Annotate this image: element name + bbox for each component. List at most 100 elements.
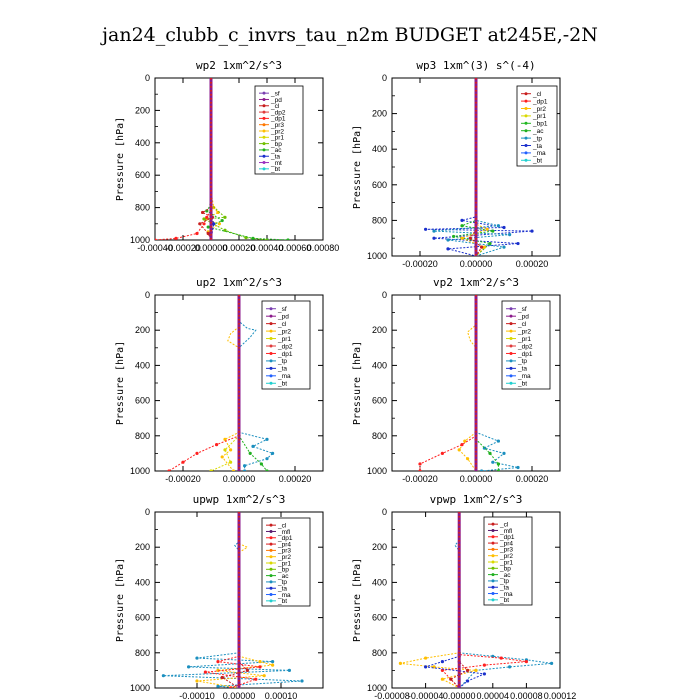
series-point xyxy=(488,241,492,246)
x-tick-label: 0.00020 xyxy=(516,259,549,269)
legend-marker xyxy=(269,351,273,355)
series-point xyxy=(265,457,269,461)
x-tick-label: -0.00020 xyxy=(165,474,201,484)
y-tick-label: 600 xyxy=(372,613,387,623)
series-point xyxy=(217,222,221,226)
legend-marker xyxy=(269,555,273,559)
y-tick-label: 800 xyxy=(372,215,387,225)
legend-marker xyxy=(262,167,266,171)
legend-marker xyxy=(491,547,495,551)
legend-marker xyxy=(509,359,513,363)
legend-marker xyxy=(524,99,528,103)
series-point xyxy=(258,665,262,669)
legend-entry: _pr1 xyxy=(532,113,546,120)
series-line-tp xyxy=(433,78,510,256)
series-point xyxy=(496,469,500,471)
legend-entry: _bt xyxy=(532,158,542,165)
series-line-dp1 xyxy=(168,295,240,471)
y-tick-label: 400 xyxy=(135,138,150,148)
series-point xyxy=(480,245,484,249)
series-point xyxy=(482,663,486,667)
series-point xyxy=(205,215,209,219)
legend-marker xyxy=(509,314,513,318)
x-tick-label: 0.00020 xyxy=(223,243,256,253)
legend-entry: _tp xyxy=(517,358,527,365)
series-point xyxy=(496,224,500,228)
series-point xyxy=(212,222,216,226)
series-point xyxy=(287,668,291,673)
legend-entry: _cl xyxy=(517,321,527,328)
series-point xyxy=(457,448,461,452)
legend-marker xyxy=(269,586,273,590)
series-point xyxy=(418,462,422,466)
series-line-dp1 xyxy=(419,295,477,471)
series-point xyxy=(198,222,202,226)
y-axis-label: Pressure [hPa] xyxy=(115,117,126,201)
legend-entry: _bt xyxy=(270,166,280,173)
legend-marker xyxy=(509,351,513,355)
x-tick-label: 0.00004 xyxy=(477,691,510,700)
legend-entry: _sf xyxy=(277,306,287,313)
panel-4: vp2 1xm^2/s^3 Pressure [hPa] 0 200 400 600 800… xyxy=(352,276,561,484)
x-tick-label: -0.00020 xyxy=(165,243,201,253)
series-point xyxy=(499,656,503,660)
y-tick-label: 1000 xyxy=(367,466,387,476)
series-point xyxy=(516,465,520,470)
series-point xyxy=(187,665,191,669)
series-point xyxy=(482,245,486,249)
legend-entry: _pr1 xyxy=(499,559,513,566)
series-point xyxy=(195,656,199,660)
series-point xyxy=(488,451,492,455)
series-point xyxy=(206,231,210,236)
legend-entry: _dp2 xyxy=(270,109,286,116)
legend-entry: _pr4 xyxy=(277,541,291,548)
series-point xyxy=(265,437,269,441)
x-tick-label: 0.00000 xyxy=(223,474,256,484)
legend-marker xyxy=(269,374,273,378)
series-point xyxy=(491,229,495,233)
legend-marker xyxy=(269,548,273,552)
series-line-dp1 xyxy=(155,78,212,240)
panel-2: wp3 1xm^(3) s^(-4) Pressure [hPa] 0 200 400 6… xyxy=(352,59,561,269)
legend-marker xyxy=(509,322,513,326)
series-point xyxy=(229,460,233,464)
series-point xyxy=(440,668,444,673)
y-tick-label: 0 xyxy=(382,73,387,83)
legend-entry: _cl xyxy=(277,321,287,328)
y-tick-label: 600 xyxy=(372,180,387,190)
y-tick-label: 0 xyxy=(382,507,387,517)
series-point xyxy=(432,229,436,233)
legend-marker xyxy=(269,580,273,584)
x-tick-label: 0.00000 xyxy=(460,474,493,484)
legend-marker xyxy=(269,329,273,333)
legend-marker xyxy=(524,129,528,133)
series-point xyxy=(463,439,467,443)
legend-marker xyxy=(269,322,273,326)
series-point xyxy=(243,469,247,471)
legend-entry: _ta xyxy=(277,366,287,373)
series-point xyxy=(195,679,199,683)
y-tick-label: 1000 xyxy=(130,683,150,693)
legend-entry: _dp1 xyxy=(532,98,548,105)
legend-entry: _dp2 xyxy=(517,343,533,350)
x-tick-label: -0.00004 xyxy=(408,691,444,700)
panel-title: vp2 1xm^2/s^3 xyxy=(433,276,519,289)
legend-entry: _bp xyxy=(277,567,289,574)
series-point xyxy=(485,227,489,231)
legend-marker xyxy=(524,136,528,140)
legend-marker xyxy=(491,573,495,577)
legend-marker xyxy=(269,344,273,348)
legend-entry: _pr2 xyxy=(270,128,284,135)
legend-marker xyxy=(491,541,495,545)
y-tick-label: 600 xyxy=(372,396,387,406)
legend-marker xyxy=(269,542,273,546)
y-tick-label: 400 xyxy=(135,577,150,587)
legend-entry: _sf xyxy=(270,90,280,97)
series-point xyxy=(195,231,199,236)
x-tick-label: 0.00000 xyxy=(195,243,228,253)
series-point xyxy=(223,448,227,452)
legend-entry: _pr1 xyxy=(277,336,291,343)
legend-marker xyxy=(491,560,495,564)
y-tick-label: 1000 xyxy=(130,235,150,245)
